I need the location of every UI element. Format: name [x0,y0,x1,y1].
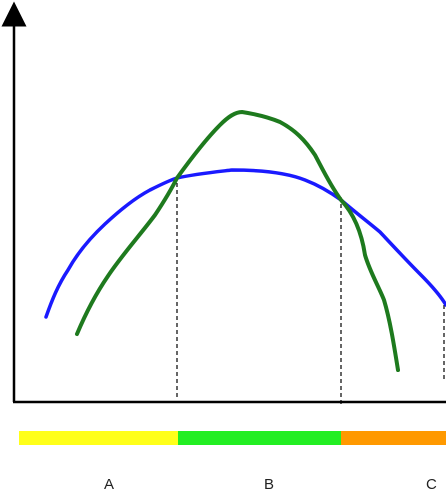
zone-b-label: B [264,476,274,493]
zone-c-bar [341,431,446,445]
zone-a-label: A [104,476,114,493]
green-curve [75,110,400,372]
zone-a-bar [19,431,178,445]
blue-curve [44,168,446,319]
zone-c-label: C [426,476,437,493]
zone-b-bar [178,431,341,445]
